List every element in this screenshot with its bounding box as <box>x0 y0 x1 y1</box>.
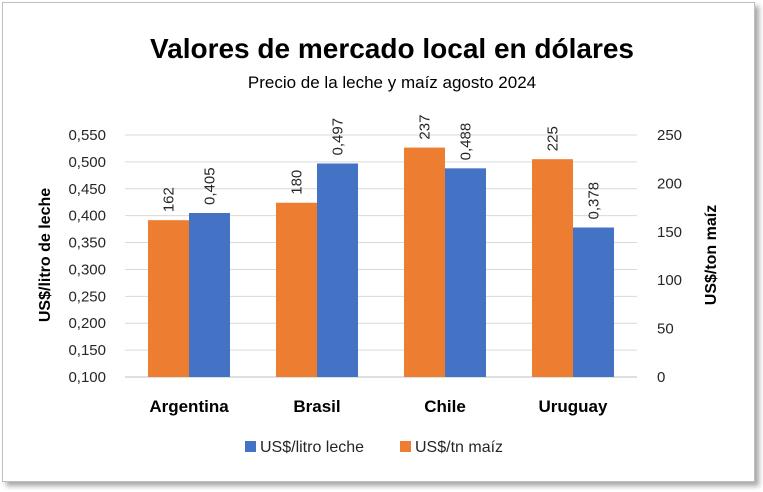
y2-tick-label: 150 <box>657 224 682 241</box>
legend-entry: US$/tn maíz <box>415 439 503 456</box>
legend-entry: US$/litro leche <box>260 439 364 456</box>
bar <box>573 227 614 377</box>
y2-tick-label: 100 <box>657 272 682 289</box>
y2-tick-label: 250 <box>657 127 682 144</box>
category-label: Brasil <box>293 397 340 416</box>
bar <box>532 159 573 377</box>
y-tick-label: 0,400 <box>68 208 106 225</box>
y-tick-label: 0,200 <box>68 315 106 332</box>
y2-tick-label: 0 <box>657 369 665 386</box>
data-label: 180 <box>289 170 306 195</box>
legend-swatch <box>245 441 256 452</box>
data-label: 0,497 <box>330 118 347 156</box>
data-label: 237 <box>417 115 434 140</box>
data-label: 225 <box>545 126 562 151</box>
chart-frame <box>2 2 755 482</box>
bar <box>189 212 230 377</box>
y-tick-label: 0,300 <box>68 261 106 278</box>
y2-axis-label: US$/ton maíz <box>703 205 720 305</box>
y-tick-label: 0,250 <box>68 288 106 305</box>
bar <box>276 202 317 377</box>
y-tick-label: 0,550 <box>68 127 106 144</box>
y-tick-label: 0,100 <box>68 369 106 386</box>
legend-swatch <box>400 441 411 452</box>
y-tick-label: 0,450 <box>68 181 106 198</box>
bar <box>404 147 445 377</box>
y-tick-label: 0,350 <box>68 235 106 252</box>
data-label: 0,405 <box>202 167 219 205</box>
y-tick-label: 0,150 <box>68 342 106 359</box>
chart-title: Valores de mercado local en dólares <box>150 33 634 64</box>
category-label: Argentina <box>149 397 229 416</box>
bar <box>445 168 486 377</box>
chart-subtitle: Precio de la leche y maíz agosto 2024 <box>248 73 536 92</box>
data-label: 0,488 <box>458 123 475 161</box>
bar <box>317 163 358 377</box>
y2-tick-label: 200 <box>657 175 682 192</box>
category-label: Chile <box>424 397 466 416</box>
bar <box>148 220 189 377</box>
data-label: 162 <box>161 187 178 212</box>
data-label: 0,378 <box>586 182 603 220</box>
y-axis-label: US$/litro de leche <box>37 188 54 322</box>
category-label: Uruguay <box>539 397 609 416</box>
y-tick-label: 0,500 <box>68 154 106 171</box>
y2-tick-label: 50 <box>657 321 674 338</box>
